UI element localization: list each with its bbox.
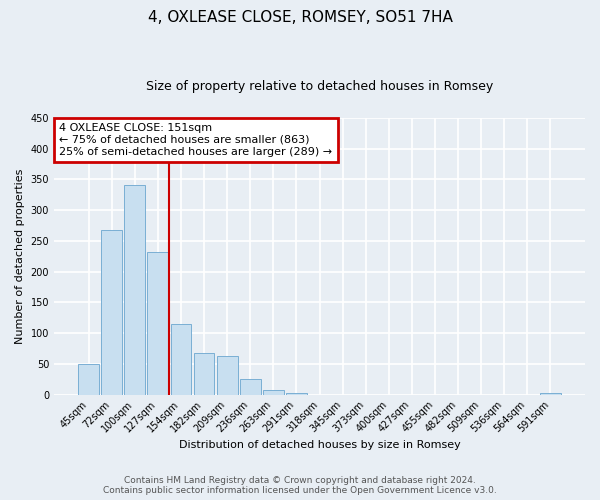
Bar — [194, 353, 214, 395]
Bar — [170, 324, 191, 394]
Text: 4, OXLEASE CLOSE, ROMSEY, SO51 7HA: 4, OXLEASE CLOSE, ROMSEY, SO51 7HA — [148, 10, 452, 25]
Text: Contains HM Land Registry data © Crown copyright and database right 2024.
Contai: Contains HM Land Registry data © Crown c… — [103, 476, 497, 495]
Bar — [124, 186, 145, 394]
Y-axis label: Number of detached properties: Number of detached properties — [15, 168, 25, 344]
Bar — [217, 356, 238, 395]
X-axis label: Distribution of detached houses by size in Romsey: Distribution of detached houses by size … — [179, 440, 460, 450]
Text: 4 OXLEASE CLOSE: 151sqm
← 75% of detached houses are smaller (863)
25% of semi-d: 4 OXLEASE CLOSE: 151sqm ← 75% of detache… — [59, 124, 332, 156]
Bar — [101, 230, 122, 394]
Bar — [263, 390, 284, 394]
Bar — [148, 252, 168, 394]
Bar — [240, 380, 260, 394]
Title: Size of property relative to detached houses in Romsey: Size of property relative to detached ho… — [146, 80, 493, 93]
Bar — [78, 364, 99, 394]
